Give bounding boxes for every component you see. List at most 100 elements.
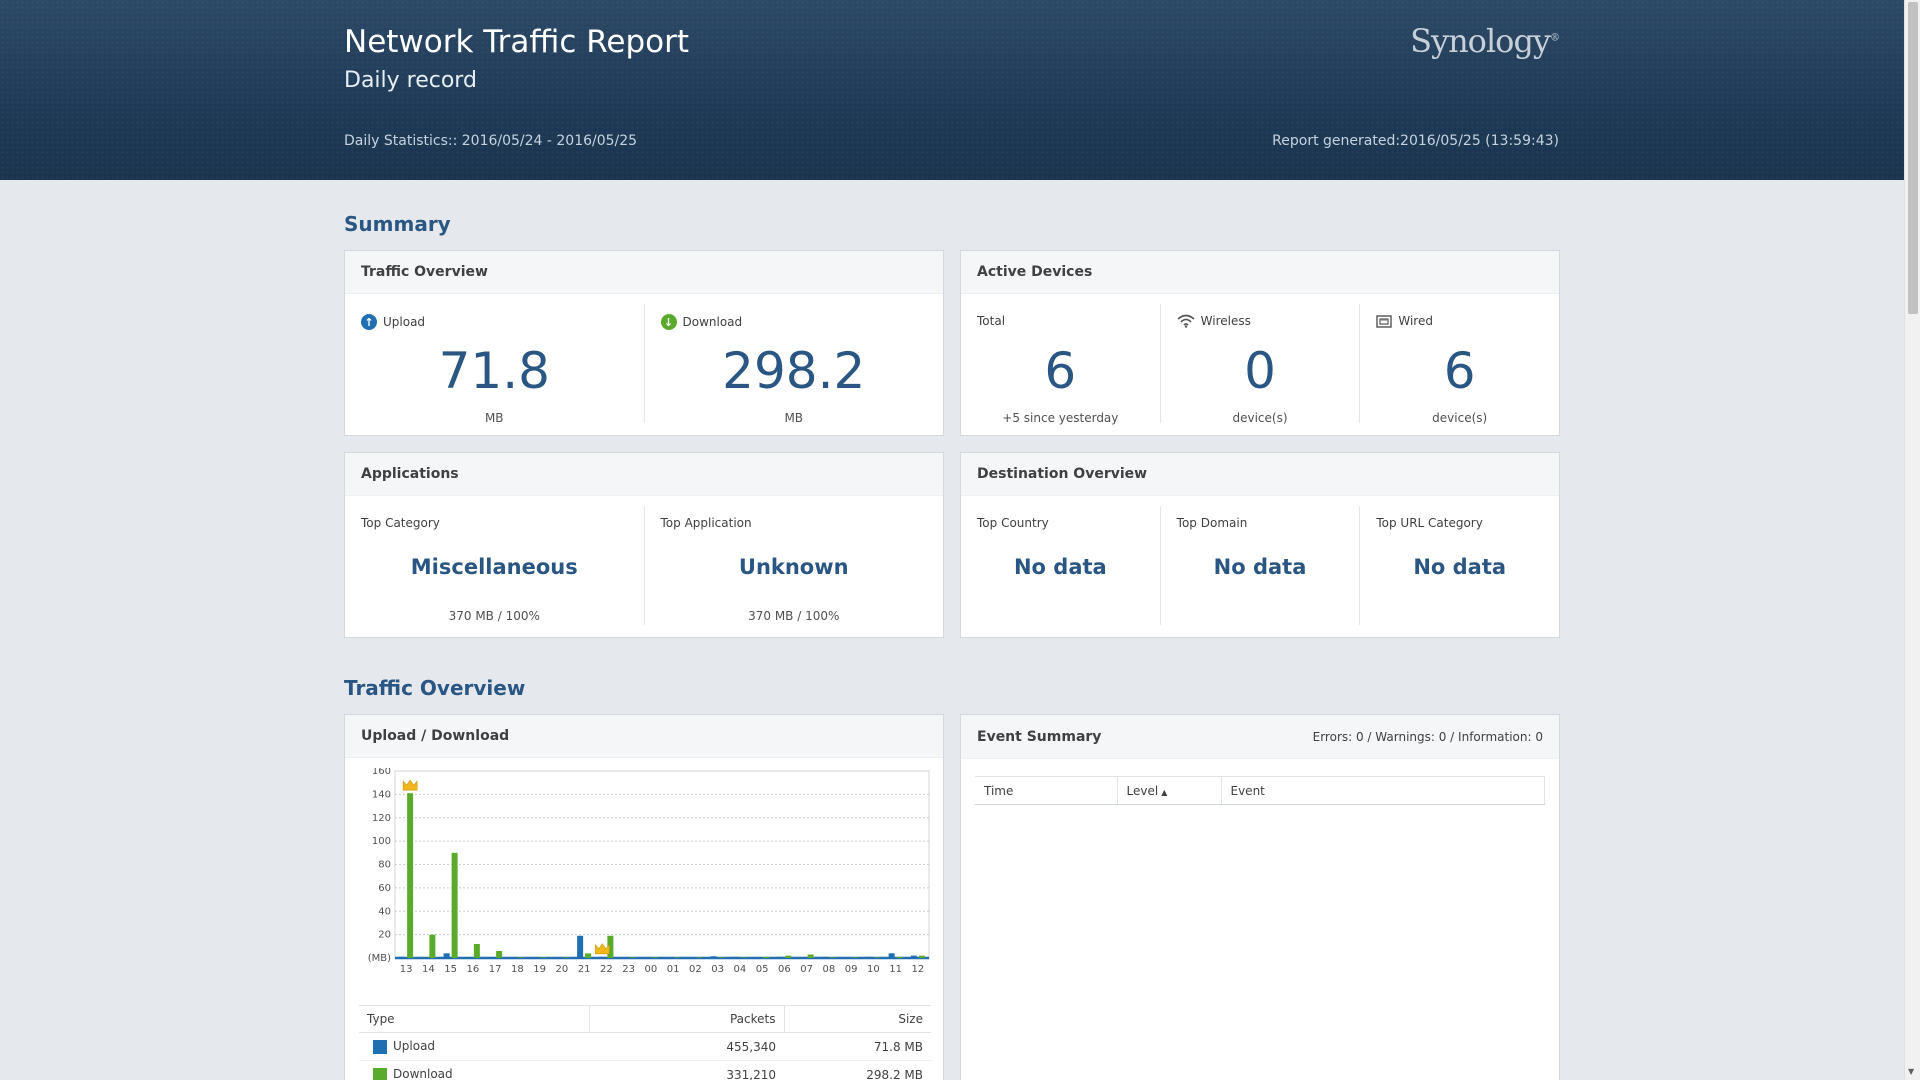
wired-devices-stat: Wired 6 device(s) bbox=[1359, 304, 1559, 425]
upload-bar bbox=[510, 957, 517, 959]
x-tick-label: 11 bbox=[889, 964, 902, 975]
top-url-category-label: Top URL Category bbox=[1376, 516, 1483, 530]
upload-bar bbox=[465, 957, 472, 958]
download-bar bbox=[896, 956, 903, 958]
upload-bar bbox=[710, 956, 717, 958]
total-value: 6 bbox=[1044, 342, 1077, 400]
column-header-size[interactable]: Size bbox=[783, 1005, 931, 1033]
upload-bar bbox=[532, 957, 539, 959]
upload-bar bbox=[888, 953, 895, 958]
top-url-category-stat: Top URL Category No data bbox=[1359, 506, 1559, 625]
top-application-value: Unknown bbox=[738, 555, 849, 579]
download-bar bbox=[562, 957, 569, 958]
download-bar bbox=[540, 957, 547, 958]
x-tick-label: 00 bbox=[645, 964, 658, 975]
download-value: 298.2 bbox=[722, 342, 866, 400]
wired-unit: device(s) bbox=[1432, 411, 1488, 425]
upload-download-chart[interactable]: 20 40 60 80 100 120 140 160 (MB) 13 14 15 16 17 18 19 20… bbox=[357, 768, 933, 988]
column-header-time[interactable]: Time bbox=[975, 776, 1117, 805]
x-tick-label: 19 bbox=[533, 964, 546, 975]
event-header-label: Event bbox=[1230, 783, 1265, 798]
download-label-row: ↓ Download bbox=[660, 314, 742, 330]
upload-bar bbox=[732, 956, 739, 958]
y-tick-label: 20 bbox=[378, 930, 391, 941]
vertical-scrollbar[interactable]: ▼ bbox=[1904, 0, 1920, 1080]
upload-bar bbox=[755, 957, 762, 959]
scroll-down-arrow-icon[interactable]: ▼ bbox=[1908, 1067, 1915, 1076]
upload-color-swatch bbox=[373, 1039, 387, 1054]
sort-ascending-icon: ▲ bbox=[1161, 787, 1168, 797]
top-application-stat: Top Application Unknown 370 MB / 100% bbox=[643, 506, 944, 625]
wireless-devices-stat: Wireless 0 device(s) bbox=[1159, 304, 1360, 425]
column-header-type[interactable]: Type bbox=[359, 1005, 589, 1033]
top-domain-value: No data bbox=[1213, 555, 1307, 579]
top-country-label: Top Country bbox=[977, 516, 1049, 530]
upload-bar bbox=[443, 953, 450, 958]
download-bar bbox=[607, 935, 614, 958]
upload-bar bbox=[666, 957, 673, 959]
download-bar bbox=[785, 955, 792, 958]
top-domain-label: Top Domain bbox=[1176, 516, 1248, 530]
upload-bar bbox=[866, 956, 873, 958]
top-application-note: 370 MB / 100% bbox=[748, 609, 840, 623]
wifi-icon bbox=[1177, 314, 1195, 328]
applications-card: Applications Top Category Miscellaneous … bbox=[344, 452, 944, 638]
download-bar bbox=[829, 957, 836, 958]
card-title: Event Summary bbox=[977, 728, 1102, 745]
download-bar bbox=[651, 957, 658, 958]
upload-bar bbox=[421, 957, 428, 958]
download-bar bbox=[740, 957, 747, 958]
x-tick-label: 18 bbox=[511, 964, 524, 975]
download-bar bbox=[874, 957, 881, 958]
report-header: Network Traffic Report Daily record Dail… bbox=[0, 0, 1904, 180]
card-title: Active Devices bbox=[977, 264, 1093, 280]
registered-mark-icon: ® bbox=[1550, 32, 1560, 44]
arrow-down-circle-icon: ↓ bbox=[660, 314, 677, 330]
top-category-label: Top Category bbox=[361, 516, 440, 530]
column-header-event[interactable]: Event bbox=[1220, 776, 1545, 805]
x-tick-label: 23 bbox=[622, 964, 635, 975]
type-label: Upload bbox=[393, 1039, 436, 1054]
card-header: Destination Overview bbox=[961, 453, 1559, 496]
event-counts: Errors: 0 / Warnings: 0 / Information: 0 bbox=[1312, 729, 1543, 744]
active-devices-card: Active Devices Total 6 +5 since yesterda… bbox=[960, 250, 1560, 436]
total-label: Total bbox=[977, 314, 1006, 328]
card-body: Top Country No data Top Domain No data T… bbox=[961, 506, 1559, 625]
y-tick-label: 100 bbox=[372, 836, 391, 847]
card-header: Applications bbox=[345, 453, 943, 496]
download-bar bbox=[852, 957, 859, 958]
table-header-row: Type Packets Size bbox=[359, 1005, 931, 1033]
download-unit: MB bbox=[784, 411, 804, 425]
event-summary-card: Event Summary Errors: 0 / Warnings: 0 / … bbox=[960, 714, 1560, 1080]
y-tick-label: 140 bbox=[372, 789, 391, 800]
card-title: Traffic Overview bbox=[361, 264, 488, 280]
size-cell: 298.2 MB bbox=[784, 1060, 931, 1080]
upload-bar bbox=[577, 935, 584, 958]
upload-bar bbox=[599, 956, 606, 958]
card-header: Traffic Overview bbox=[345, 251, 943, 294]
download-bar bbox=[518, 957, 525, 958]
column-header-packets[interactable]: Packets bbox=[588, 1005, 784, 1033]
size-cell: 71.8 MB bbox=[784, 1032, 931, 1061]
column-header-level[interactable]: Level ▲ bbox=[1116, 776, 1221, 805]
top-application-label: Top Application bbox=[660, 516, 752, 530]
traffic-type-table: Type Packets Size Upload 455,340 71.8 MB… bbox=[359, 1005, 931, 1080]
total-devices-stat: Total 6 +5 since yesterday bbox=[961, 304, 1160, 425]
download-bar bbox=[629, 957, 636, 958]
upload-bar bbox=[643, 957, 650, 959]
download-bar bbox=[496, 950, 503, 958]
top-domain-stat: Top Domain No data bbox=[1159, 506, 1360, 625]
download-bar bbox=[918, 955, 925, 958]
y-tick-label: 120 bbox=[372, 813, 391, 824]
scrollbar-thumb[interactable] bbox=[1908, 2, 1918, 314]
report-subtitle: Daily record bbox=[344, 68, 477, 93]
type-label: Download bbox=[393, 1067, 453, 1080]
download-stat: ↓ Download 298.2 MB bbox=[643, 304, 944, 425]
upload-bar bbox=[799, 957, 806, 959]
x-tick-label: 15 bbox=[444, 964, 457, 975]
download-bar bbox=[473, 943, 480, 958]
top-url-category-value: No data bbox=[1413, 555, 1507, 579]
wired-label-row: Wired bbox=[1376, 314, 1433, 328]
upload-label-row: ↑ Upload bbox=[361, 314, 425, 330]
upload-bar bbox=[621, 957, 628, 959]
